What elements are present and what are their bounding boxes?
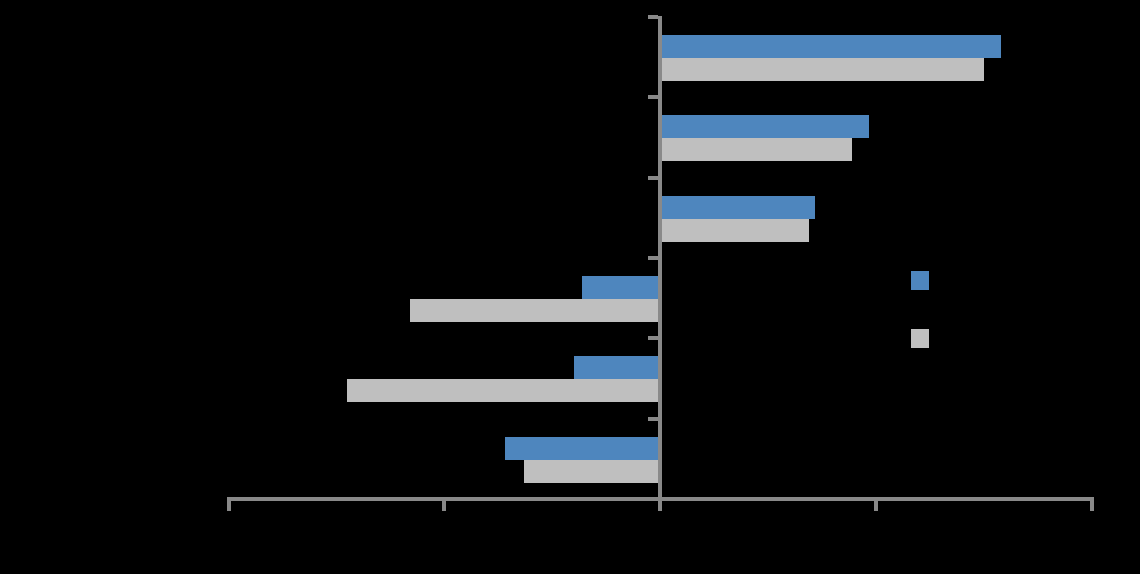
y-axis-tick (648, 255, 658, 260)
x-axis-tick (226, 501, 231, 511)
bar-gray-series-category-1 (662, 58, 984, 81)
legend-key-blue-series (911, 271, 929, 290)
bar-blue-series-category-3 (662, 195, 816, 219)
bar-gray-series-category-4 (409, 298, 658, 322)
bar-gray-series-category-5 (347, 379, 658, 403)
x-axis-tick (873, 501, 878, 511)
chart-legend (911, 271, 991, 351)
bar-blue-series-category-2 (662, 115, 870, 139)
bar-blue-series-category-4 (582, 275, 658, 299)
bar-gray-series-category-3 (662, 218, 809, 242)
y-axis-tick (648, 95, 658, 100)
y-axis-tick (648, 175, 658, 180)
y-axis-tick (648, 416, 658, 421)
bar-blue-series-category-1 (662, 35, 1001, 58)
x-axis-tick (442, 501, 447, 511)
bar-gray-series-category-2 (662, 138, 853, 162)
bar-blue-series-category-5 (573, 356, 658, 380)
x-axis-line (226, 497, 1094, 501)
y-axis-tick (648, 336, 658, 341)
y-axis-line (658, 16, 662, 511)
legend-key-gray-series (911, 329, 929, 348)
bar-gray-series-category-6 (524, 459, 658, 483)
y-axis-tick (648, 15, 658, 19)
x-axis-tick (1089, 501, 1094, 511)
bar-blue-series-category-6 (504, 436, 658, 460)
